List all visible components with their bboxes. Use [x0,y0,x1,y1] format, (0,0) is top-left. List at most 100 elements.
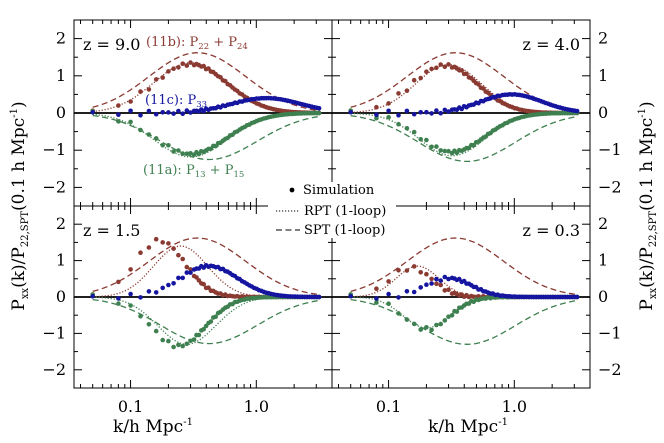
rpt-curve-p13-panel3 [350,296,578,329]
y-tick-label-left: 1 [56,251,66,270]
y-tick-label-left: −2 [42,360,66,379]
legend: Simulation RPT (1-loop) SPT (1-loop) [268,182,396,238]
sim-p13-panel2-point [196,332,202,338]
sim-p13-panel1-point [386,114,391,120]
sim-p33-panel2-point [160,285,165,291]
sim-p13-panel2-point [160,337,165,343]
sim-p22-panel3-point [418,270,424,275]
sim-p22-panel2-point [138,250,143,255]
sim-p13-panel1-point [374,115,379,121]
x-axis-title-right: k/h Mpc-1 [428,417,508,437]
sim-p22-panel1-point [481,86,486,91]
sim-p33-panel3-point [434,276,439,282]
sim-p13-panel1-point [424,137,429,143]
sim-p22-panel0-point [153,77,159,82]
sim-p13-panel3-point [424,325,429,330]
annotation-11c: (11c): P33 [145,93,207,110]
sim-p22-panel3-point [446,287,451,293]
sim-p13-panel1-point [446,148,451,154]
sim-p33-panel0-point [316,106,322,111]
sim-p13-panel0-point [166,143,171,148]
sim-p33-panel1-point [446,109,451,114]
y-tick-label-left: 1 [56,66,66,85]
sim-p22-panel2-point [146,245,152,250]
sim-p22-panel1-point [476,82,481,87]
sim-p13-panel3-point [449,313,455,318]
legend-label-rpt: RPT (1-loop) [304,204,386,219]
sim-p22-panel3-point [434,281,439,287]
spt-curve-p22-panel1 [350,52,578,112]
sim-p13-panel0-point [160,142,165,148]
sim-p13-panel2-point [128,303,133,308]
sim-p33-panel2-point [138,295,143,300]
y-tick-label-left: 2 [56,29,66,48]
y-axis-title-right: Pxx(k)/P22,SPT(0.1 h Mpc-1) [637,101,659,310]
sim-p33-panel2-point [153,290,159,295]
sim-p22-panel0-point [146,87,152,92]
sim-p13-panel0-point [128,119,133,125]
sim-p22-panel3-point [438,282,444,288]
sim-p33-panel2-point [128,291,133,297]
sim-p33-panel3-point [348,294,354,299]
sim-p13-panel3-point [386,301,391,307]
sim-p13-panel3-point [446,314,451,320]
x-tick-label-right: 1.0 [502,397,527,416]
sim-p13-panel2-point [171,344,176,350]
sim-p22-panel1-point [424,69,429,74]
sim-p13-panel3-point [438,321,444,327]
sim-p22-panel2-point [184,264,190,270]
sim-p33-panel0-point [176,108,181,114]
sim-p33-panel2-point [116,296,121,301]
sim-p22-panel1-point [442,64,448,70]
legend-label-spt: SPT (1-loop) [304,223,385,238]
sim-p33-panel1-point [424,109,429,115]
sim-p33-panel3-point [418,285,424,290]
sim-p22-panel3-point [424,271,429,277]
sim-p22-panel2-point [128,267,133,272]
sim-p13-panel2-point [213,314,218,320]
x-tick-label-right: 0.1 [376,397,401,416]
panel-label-z03: z = 0.3 [523,221,580,240]
sim-p22-panel0-point [206,66,211,71]
sim-p33-panel0-point [146,108,152,114]
sim-p33-panel0-point [180,111,185,116]
sim-p22-panel2-point [116,279,121,285]
legend-label-simulation: Simulation [303,183,375,198]
annotation-11a: (11a): P13 + P15 [143,163,244,180]
sim-p22-panel0-point [218,75,223,80]
y-axis-title-left: Pxx(k)/P22,SPT(0.1 h Mpc-1) [9,101,31,310]
sim-p13-panel1-point [418,137,424,142]
sim-p33-panel2-point [180,275,185,281]
sim-p22-panel1-point [418,75,424,81]
sim-p33-panel1-point [429,111,434,116]
sim-p22-panel1-point [396,91,401,96]
sim-p33-panel1-point [411,111,417,117]
y-tick-label-right: 1 [598,66,608,85]
spt-curve-p22-panel0 [92,52,320,112]
y-tick-label-left: 0 [56,287,66,306]
sim-p13-panel2-point [191,337,197,342]
x-tick-label-left: 1.0 [244,397,269,416]
sim-p13-panel0-point [171,149,176,154]
sim-p22-panel2-point [188,267,193,272]
sim-p33-panel3-point [411,289,417,295]
sim-p33-panel3-point [446,276,451,282]
sim-p33-panel0-point [171,111,176,116]
sim-p22-panel0-point [171,66,176,71]
spt-curve-p13-panel0 [92,114,320,161]
sim-p33-panel2-point [176,275,181,281]
sim-p33-panel0-point [90,110,95,115]
sim-p33-panel1-point [386,108,391,114]
sim-p22-panel2-point [201,281,206,287]
sim-p22-panel2-point [171,246,176,251]
sim-p22-panel2-point [176,252,181,258]
sim-p13-panel2-point [188,338,193,344]
sim-p13-panel1-point [438,148,444,153]
y-tick-label-right: 1 [598,251,608,270]
sim-p13-panel0-point [146,132,152,137]
y-tick-label-right: −1 [598,323,622,342]
sim-p22-panel3-point [404,268,410,273]
sim-p33-panel2-point [146,289,152,294]
sim-p13-panel1-point [404,126,410,131]
